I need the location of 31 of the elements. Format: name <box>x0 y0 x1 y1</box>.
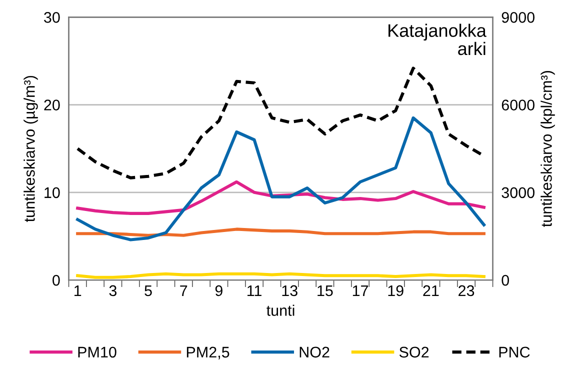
y2-tick-label: 0 <box>502 274 510 286</box>
x-tick-label: 7 <box>180 285 188 296</box>
y-tick-label: 20 <box>44 100 60 110</box>
x-tick-label: 21 <box>423 285 439 296</box>
x-tick-label: 23 <box>458 285 474 296</box>
y2-tick-label: 3000 <box>502 187 535 198</box>
x-tick-label: 11 <box>248 285 262 296</box>
legend-label: NO2 <box>300 346 330 358</box>
y-tick-label: 0 <box>52 274 60 286</box>
x-tick-label: 9 <box>215 285 222 296</box>
x-tick-label: 1 <box>74 285 82 296</box>
legend-label: PM10 <box>78 346 116 358</box>
legend-label: PM2,5 <box>186 346 230 360</box>
text: Katajanokka arki <box>388 24 486 56</box>
x-tick-label: 17 <box>352 285 368 296</box>
x-tick-label: 3 <box>109 285 117 296</box>
legend-label: SO2 <box>399 346 429 358</box>
y2-axis-title: tuntikeskiarvo (kpl/cm³) <box>540 71 555 227</box>
line-series <box>76 228 486 237</box>
line-series <box>76 116 486 242</box>
x-tick-label: 5 <box>144 285 152 296</box>
y-tick-label: 10 <box>44 187 60 198</box>
legend-label: PNC <box>499 346 530 358</box>
y-tick-label: 30 <box>44 12 60 23</box>
x-tick-label: 19 <box>388 285 404 296</box>
y2-tick-label: 9000 <box>502 12 535 23</box>
x-axis-title: tunti <box>266 304 294 316</box>
x-tick-label: 13 <box>282 285 298 296</box>
y-axis-title: tuntikeskiarvo (µg/m³) <box>24 76 38 222</box>
y2-tick-label: 6000 <box>502 100 535 110</box>
x-tick-label: 15 <box>318 285 333 296</box>
